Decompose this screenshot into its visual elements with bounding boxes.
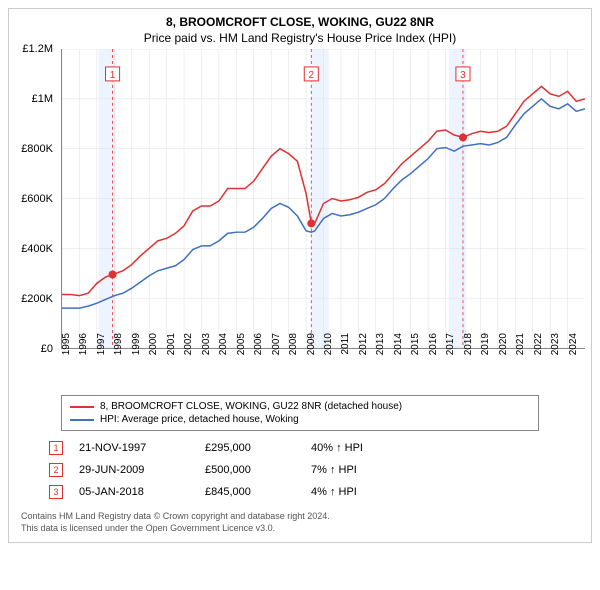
svg-text:3: 3 [460, 70, 466, 81]
x-tick-label: 2019 [480, 333, 491, 373]
y-tick-label: £400K [21, 243, 53, 255]
x-tick-label: 2005 [236, 333, 247, 373]
legend-item: HPI: Average price, detached house, Woki… [70, 413, 530, 426]
transaction-date: 29-JUN-2009 [79, 464, 189, 476]
transaction-marker: 1 [49, 441, 63, 455]
transaction-row: 1 21-NOV-1997 £295,000 40% ↑ HPI [49, 437, 551, 459]
x-tick-label: 2014 [393, 333, 404, 373]
legend-label: 8, BROOMCROFT CLOSE, WOKING, GU22 8NR (d… [100, 401, 402, 412]
x-tick-label: 2021 [515, 333, 526, 373]
x-tick-label: 2006 [253, 333, 264, 373]
transaction-date: 05-JAN-2018 [79, 486, 189, 498]
x-tick-label: 2009 [306, 333, 317, 373]
x-tick-label: 1997 [96, 333, 107, 373]
footer-attribution: Contains HM Land Registry data © Crown c… [21, 511, 579, 534]
x-tick-label: 2000 [148, 333, 159, 373]
legend: 8, BROOMCROFT CLOSE, WOKING, GU22 8NR (d… [61, 395, 539, 431]
x-tick-label: 2003 [201, 333, 212, 373]
x-tick-label: 1996 [78, 333, 89, 373]
x-tick-label: 1998 [113, 333, 124, 373]
chart-area: £0£200K£400K£600K£800K£1M£1.2M 123 19951… [61, 49, 585, 389]
legend-label: HPI: Average price, detached house, Woki… [100, 414, 299, 425]
x-tick-label: 2010 [323, 333, 334, 373]
y-tick-label: £800K [21, 143, 53, 155]
title-sub: Price paid vs. HM Land Registry's House … [9, 29, 591, 49]
x-axis-labels: 1995199619971998199920002001200220032004… [61, 349, 585, 389]
y-tick-label: £1.2M [22, 43, 53, 55]
legend-item: 8, BROOMCROFT CLOSE, WOKING, GU22 8NR (d… [70, 400, 530, 413]
chart-container: 8, BROOMCROFT CLOSE, WOKING, GU22 8NR Pr… [8, 8, 592, 543]
transaction-marker: 3 [49, 485, 63, 499]
x-tick-label: 2018 [463, 333, 474, 373]
x-tick-label: 2024 [568, 333, 579, 373]
transaction-price: £500,000 [205, 464, 295, 476]
transaction-row: 2 29-JUN-2009 £500,000 7% ↑ HPI [49, 459, 551, 481]
y-tick-label: £200K [21, 293, 53, 305]
svg-text:1: 1 [110, 70, 116, 81]
x-tick-label: 2008 [288, 333, 299, 373]
y-axis-labels: £0£200K£400K£600K£800K£1M£1.2M [9, 49, 57, 349]
legend-swatch [70, 419, 94, 421]
x-tick-label: 1995 [61, 333, 72, 373]
x-tick-label: 1999 [131, 333, 142, 373]
transaction-marker: 2 [49, 463, 63, 477]
x-tick-label: 2022 [533, 333, 544, 373]
transaction-date: 21-NOV-1997 [79, 442, 189, 454]
x-tick-label: 2007 [271, 333, 282, 373]
legend-swatch [70, 406, 94, 408]
x-tick-label: 2020 [498, 333, 509, 373]
x-tick-label: 2013 [375, 333, 386, 373]
y-tick-label: £0 [41, 343, 53, 355]
plot-area: 1 2 3 [61, 49, 585, 349]
y-tick-label: £600K [21, 193, 53, 205]
x-tick-label: 2001 [166, 333, 177, 373]
footer-line-2: This data is licensed under the Open Gov… [21, 523, 579, 535]
y-tick-label: £1M [32, 93, 53, 105]
x-tick-label: 2023 [550, 333, 561, 373]
x-tick-label: 2016 [428, 333, 439, 373]
svg-text:2: 2 [309, 70, 315, 81]
transaction-row: 3 05-JAN-2018 £845,000 4% ↑ HPI [49, 481, 551, 503]
transaction-pct: 4% ↑ HPI [311, 486, 421, 498]
footer-line-1: Contains HM Land Registry data © Crown c… [21, 511, 579, 523]
x-tick-label: 2002 [183, 333, 194, 373]
x-tick-label: 2011 [340, 333, 351, 373]
x-tick-label: 2015 [410, 333, 421, 373]
transaction-pct: 40% ↑ HPI [311, 442, 421, 454]
x-tick-label: 2004 [218, 333, 229, 373]
transaction-pct: 7% ↑ HPI [311, 464, 421, 476]
x-tick-label: 2012 [358, 333, 369, 373]
transaction-price: £295,000 [205, 442, 295, 454]
title-main: 8, BROOMCROFT CLOSE, WOKING, GU22 8NR [9, 9, 591, 29]
x-tick-label: 2017 [445, 333, 456, 373]
transaction-table: 1 21-NOV-1997 £295,000 40% ↑ HPI 2 29-JUN-200… [49, 437, 551, 503]
transaction-price: £845,000 [205, 486, 295, 498]
